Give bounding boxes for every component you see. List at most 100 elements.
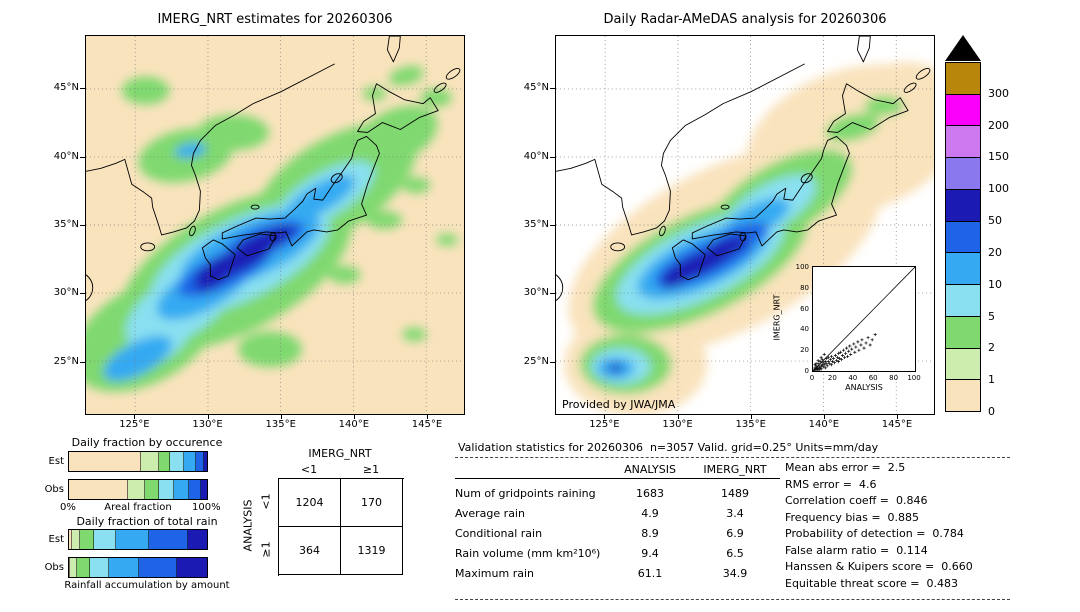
inset-ylabel: IMERG_NRT	[772, 294, 782, 341]
scatter-point	[825, 364, 829, 368]
scatter-point	[860, 338, 864, 342]
bar-segment	[69, 480, 129, 499]
scatter-point	[849, 352, 853, 356]
colorbar-segment	[946, 284, 980, 316]
stats-row-imerg-value: 6.5	[726, 546, 744, 560]
bar-segment	[140, 452, 159, 471]
scatter-point	[835, 355, 840, 360]
lat-tick-label-left: 40°N	[53, 150, 79, 162]
scatter-point	[848, 344, 852, 348]
scatter-point	[824, 362, 828, 366]
scatter-point	[816, 359, 820, 363]
scatter-point	[847, 349, 851, 353]
colorbar-segment	[946, 220, 980, 253]
inset-y-tick-label: 60	[800, 304, 809, 313]
lon-tick-mark-right	[823, 415, 825, 419]
totalrain-caption: Rainfall accumulation by amount	[64, 580, 230, 591]
scatter-point	[838, 350, 843, 354]
lon-tick-mark-left	[134, 415, 136, 419]
stats-row-imerg-value: 3.4	[726, 506, 744, 520]
colorbar-segment	[946, 315, 980, 348]
scatter-point	[862, 346, 866, 350]
scatter-point	[829, 354, 833, 358]
scatter-point	[850, 347, 854, 351]
bar-segment	[71, 530, 81, 549]
stats-row-analysis-value: 1683	[636, 486, 664, 500]
bar-segment	[173, 480, 190, 499]
stats-table-row: Num of gridpoints raining 1683 1489	[455, 483, 785, 503]
bar-segment	[69, 530, 72, 549]
stats-metric-line: RMS error = 4.6	[785, 477, 877, 491]
left-map-precip-blobs	[86, 65, 459, 392]
colorbar-segment	[946, 93, 980, 126]
scatter-point	[842, 348, 846, 352]
stats-row-label: Rain volume (mm km²10⁶)	[455, 546, 601, 560]
occurrence-bar-obs	[68, 479, 208, 500]
colorbar-label: 1	[988, 373, 995, 387]
totalrain-title: Daily fraction of total rain	[76, 515, 218, 528]
lon-tick-mark-left	[353, 415, 355, 419]
lat-tick-mark-right	[550, 156, 555, 158]
scatter-point	[828, 357, 832, 362]
lat-tick-mark-left	[80, 361, 85, 363]
right-map-canvas	[555, 35, 934, 414]
colorbar-segment	[946, 188, 980, 221]
scatter-point	[819, 355, 823, 360]
scatter-point	[841, 353, 845, 357]
left-map-title: IMERG_NRT estimates for 20260306	[157, 12, 393, 27]
bar-segment	[201, 480, 207, 499]
inset-x-tick-label: 60	[868, 374, 878, 382]
lat-tick-mark-left	[80, 156, 85, 158]
scatter-point	[822, 363, 826, 367]
bar-segment	[93, 530, 116, 549]
bar-segment	[149, 530, 188, 549]
lon-tick-mark-left	[427, 415, 428, 419]
lat-tick-label-right: 35°N	[523, 219, 549, 230]
lat-tick-mark-right	[550, 361, 555, 363]
scatter-point	[822, 352, 826, 356]
totalrain-est-label: Est	[48, 534, 64, 545]
colorbar-label: 0	[988, 405, 995, 418]
occurrence-obs-label: Obs	[44, 484, 64, 495]
lat-tick-label-left: 30°N	[53, 287, 79, 299]
inset-y-tick-label: 80	[800, 283, 809, 292]
contingency-row-label-lt1: <1	[259, 493, 273, 510]
inset-y-tick-label: 40	[800, 325, 809, 334]
contingency-cell-hit-dry: 1204	[279, 479, 341, 527]
colorbar-label: 300	[988, 86, 1009, 100]
bar-segment	[176, 558, 207, 577]
scatter-point	[836, 360, 841, 364]
contingency-col-label-lt1: <1	[300, 463, 318, 476]
occurrence-est-label: Est	[48, 456, 64, 467]
inset-y-tick-label: 20	[800, 346, 809, 355]
stats-metric-line: Equitable threat score = 0.483	[785, 576, 958, 590]
colorbar-label: 150	[988, 150, 1009, 164]
inset-x-tick-label: 0	[809, 374, 815, 382]
lon-tick-mark-right	[750, 415, 752, 419]
colorbar-label: 50	[988, 214, 1002, 228]
scatter-point	[839, 357, 844, 362]
scatter-point	[817, 368, 821, 372]
right-map-title: Daily Radar-AMeDAS analysis for 20260306	[603, 12, 887, 27]
contingency-row-axis: ANALYSIS	[241, 499, 255, 552]
lon-tick-label-left: 125°E	[119, 419, 150, 430]
stats-metric-line: Mean abs error = 2.5	[785, 461, 906, 474]
scatter-point	[818, 360, 822, 364]
stats-col-imerg: IMERG_NRT	[703, 463, 767, 476]
scatter-point	[873, 333, 877, 337]
stats-row-label: Maximum rain	[455, 566, 534, 580]
scatter-point	[854, 345, 858, 349]
bar-segment	[69, 452, 141, 471]
lon-tick-mark-left	[280, 415, 282, 419]
colorbar-segment	[946, 63, 980, 94]
bar-segment	[158, 480, 174, 499]
bar-segment	[69, 558, 71, 577]
stats-row-imerg-value: 34.9	[722, 566, 748, 580]
stats-bottom-rule	[455, 599, 1010, 600]
contingency-col-label-ge1: ≥1	[362, 463, 380, 476]
scatter-point	[866, 336, 870, 340]
stats-row-label: Average rain	[455, 506, 525, 520]
colorbar-label: 5	[988, 309, 995, 323]
inset-y-tick-label: 100	[795, 263, 809, 271]
scatter-point	[836, 351, 841, 355]
